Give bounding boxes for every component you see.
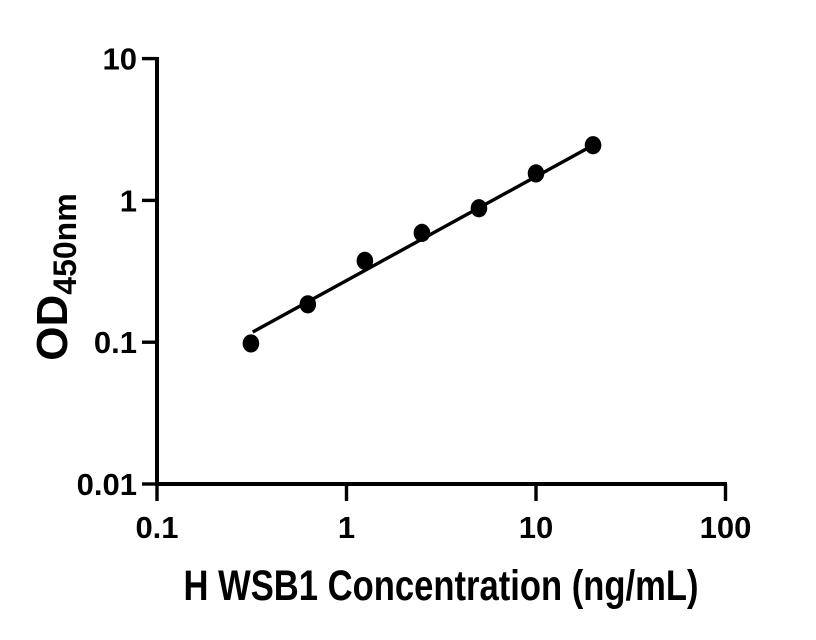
data-marks-group [242,136,602,353]
y-axis-title-main: OD [28,295,77,361]
y-axis-title-subscript: 450nm [47,193,83,294]
x-tick-label: 10 [519,510,553,545]
data-point [299,295,317,314]
data-point [527,164,545,183]
axes-group: 0.1 1 10 100 0.01 0.1 1 10 [77,42,752,545]
data-point [242,334,260,353]
data-point [470,199,488,218]
y-tick-label: 10 [103,42,137,77]
y-axis-title: OD450nm [28,193,83,360]
x-tick-label: 0.1 [135,510,178,545]
x-tick-label: 100 [700,510,752,545]
data-point [413,223,431,242]
y-tick-label: 0.1 [94,325,137,360]
y-tick-label: 1 [120,183,137,218]
y-tick-label: 0.01 [77,467,137,502]
data-point [356,251,374,270]
x-tick-label: 1 [338,510,355,545]
x-axis-title: H WSB1 Concentration (ng/mL) [184,562,699,610]
data-point [584,136,602,155]
